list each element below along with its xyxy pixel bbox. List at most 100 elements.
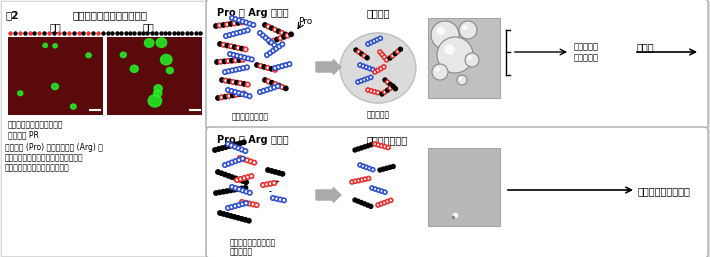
Circle shape bbox=[214, 191, 218, 195]
Circle shape bbox=[241, 58, 245, 62]
Circle shape bbox=[236, 187, 240, 191]
Circle shape bbox=[239, 177, 243, 181]
Text: プロリン (Pro) とアルギニン (Arg) が: プロリン (Pro) とアルギニン (Arg) が bbox=[5, 143, 103, 152]
Circle shape bbox=[237, 187, 241, 191]
FancyArrow shape bbox=[316, 188, 341, 203]
Circle shape bbox=[241, 19, 245, 24]
Text: +: + bbox=[273, 179, 279, 185]
Circle shape bbox=[236, 91, 241, 95]
Circle shape bbox=[273, 82, 278, 86]
Circle shape bbox=[356, 147, 360, 151]
Circle shape bbox=[359, 200, 364, 205]
Circle shape bbox=[217, 147, 221, 151]
Circle shape bbox=[272, 43, 276, 47]
Text: 連続: 連続 bbox=[142, 22, 154, 32]
Circle shape bbox=[358, 63, 362, 67]
Circle shape bbox=[230, 160, 234, 165]
Circle shape bbox=[391, 85, 395, 89]
Circle shape bbox=[280, 64, 285, 68]
Circle shape bbox=[244, 47, 248, 52]
Ellipse shape bbox=[156, 38, 167, 47]
Circle shape bbox=[353, 198, 357, 202]
Circle shape bbox=[238, 92, 242, 96]
Text: 細胞死: 細胞死 bbox=[637, 42, 655, 52]
Circle shape bbox=[219, 171, 224, 176]
Circle shape bbox=[239, 30, 243, 34]
Circle shape bbox=[223, 95, 228, 99]
Circle shape bbox=[247, 201, 251, 206]
Circle shape bbox=[231, 93, 235, 98]
Circle shape bbox=[431, 21, 459, 49]
Circle shape bbox=[268, 86, 273, 91]
FancyBboxPatch shape bbox=[206, 127, 708, 257]
Circle shape bbox=[241, 140, 246, 144]
Circle shape bbox=[273, 27, 278, 32]
Circle shape bbox=[444, 44, 455, 55]
Circle shape bbox=[229, 214, 233, 218]
Circle shape bbox=[241, 157, 245, 161]
Circle shape bbox=[272, 85, 276, 90]
Ellipse shape bbox=[160, 54, 172, 65]
Circle shape bbox=[225, 43, 229, 48]
Circle shape bbox=[230, 59, 234, 63]
Circle shape bbox=[245, 65, 249, 70]
Circle shape bbox=[234, 159, 238, 163]
Circle shape bbox=[226, 161, 231, 166]
Circle shape bbox=[277, 171, 281, 175]
Circle shape bbox=[258, 90, 262, 94]
Circle shape bbox=[280, 172, 285, 176]
Ellipse shape bbox=[18, 91, 23, 96]
Circle shape bbox=[359, 146, 364, 150]
Circle shape bbox=[388, 86, 393, 90]
Ellipse shape bbox=[148, 95, 162, 107]
Text: 緑：ポリ PR: 緑：ポリ PR bbox=[8, 130, 39, 139]
Text: 様々な蛋白: 様々な蛋白 bbox=[574, 42, 599, 51]
Circle shape bbox=[229, 188, 233, 192]
Circle shape bbox=[234, 58, 238, 62]
Circle shape bbox=[229, 44, 233, 49]
Circle shape bbox=[246, 82, 250, 87]
Circle shape bbox=[218, 42, 222, 46]
Circle shape bbox=[263, 36, 268, 40]
Circle shape bbox=[265, 53, 269, 57]
FancyBboxPatch shape bbox=[428, 18, 500, 98]
Circle shape bbox=[459, 77, 462, 80]
Circle shape bbox=[275, 197, 279, 201]
Circle shape bbox=[239, 81, 243, 85]
Circle shape bbox=[249, 174, 253, 178]
Circle shape bbox=[382, 65, 386, 69]
Circle shape bbox=[368, 67, 371, 70]
Circle shape bbox=[386, 80, 390, 84]
Circle shape bbox=[241, 179, 245, 183]
Circle shape bbox=[250, 57, 254, 62]
Circle shape bbox=[244, 200, 248, 205]
Circle shape bbox=[379, 202, 383, 206]
Text: 結合エネルギー低: 結合エネルギー低 bbox=[232, 112, 269, 121]
Circle shape bbox=[356, 179, 361, 182]
Text: 蛋白機能に影響せず: 蛋白機能に影響せず bbox=[638, 186, 691, 196]
Circle shape bbox=[362, 78, 366, 82]
FancyBboxPatch shape bbox=[428, 148, 500, 226]
Circle shape bbox=[236, 203, 241, 207]
Circle shape bbox=[223, 70, 227, 74]
Circle shape bbox=[235, 178, 239, 182]
Circle shape bbox=[275, 37, 279, 42]
Circle shape bbox=[359, 79, 364, 83]
Circle shape bbox=[251, 23, 256, 27]
Circle shape bbox=[373, 70, 377, 74]
Circle shape bbox=[226, 88, 230, 92]
Circle shape bbox=[234, 31, 239, 35]
Circle shape bbox=[240, 202, 245, 206]
Circle shape bbox=[282, 35, 286, 39]
Circle shape bbox=[283, 86, 288, 91]
Circle shape bbox=[237, 178, 241, 182]
Circle shape bbox=[363, 202, 366, 206]
Circle shape bbox=[365, 56, 369, 60]
Circle shape bbox=[219, 95, 224, 99]
Circle shape bbox=[276, 65, 281, 69]
Circle shape bbox=[368, 204, 373, 208]
Ellipse shape bbox=[153, 89, 162, 97]
Circle shape bbox=[237, 58, 241, 62]
Circle shape bbox=[266, 24, 271, 29]
Circle shape bbox=[269, 67, 273, 71]
